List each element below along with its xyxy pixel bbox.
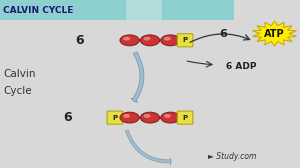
Circle shape [140,35,160,46]
FancyBboxPatch shape [177,111,193,124]
Polygon shape [253,21,296,46]
FancyBboxPatch shape [126,0,162,20]
Text: 6: 6 [63,111,72,124]
FancyBboxPatch shape [177,34,193,47]
Circle shape [164,37,171,41]
Text: Cycle: Cycle [3,86,32,96]
Text: ATP: ATP [264,29,285,39]
Text: 6: 6 [220,29,227,39]
Text: P: P [112,115,118,121]
Circle shape [123,37,130,41]
Circle shape [140,112,160,123]
Circle shape [143,114,151,118]
Circle shape [120,112,139,123]
Circle shape [143,37,151,41]
Text: 6 ADP: 6 ADP [226,62,257,71]
Circle shape [120,35,139,46]
Circle shape [161,35,180,46]
FancyBboxPatch shape [107,111,123,124]
Text: ► Study.com: ► Study.com [208,152,257,161]
Circle shape [164,114,171,118]
Circle shape [123,114,130,118]
FancyBboxPatch shape [0,0,234,20]
Text: Calvin: Calvin [3,69,35,79]
Text: P: P [182,115,188,121]
Text: CALVIN CYCLE: CALVIN CYCLE [3,6,74,15]
Text: P: P [182,37,188,43]
Circle shape [161,112,180,123]
Text: 6: 6 [75,34,84,47]
